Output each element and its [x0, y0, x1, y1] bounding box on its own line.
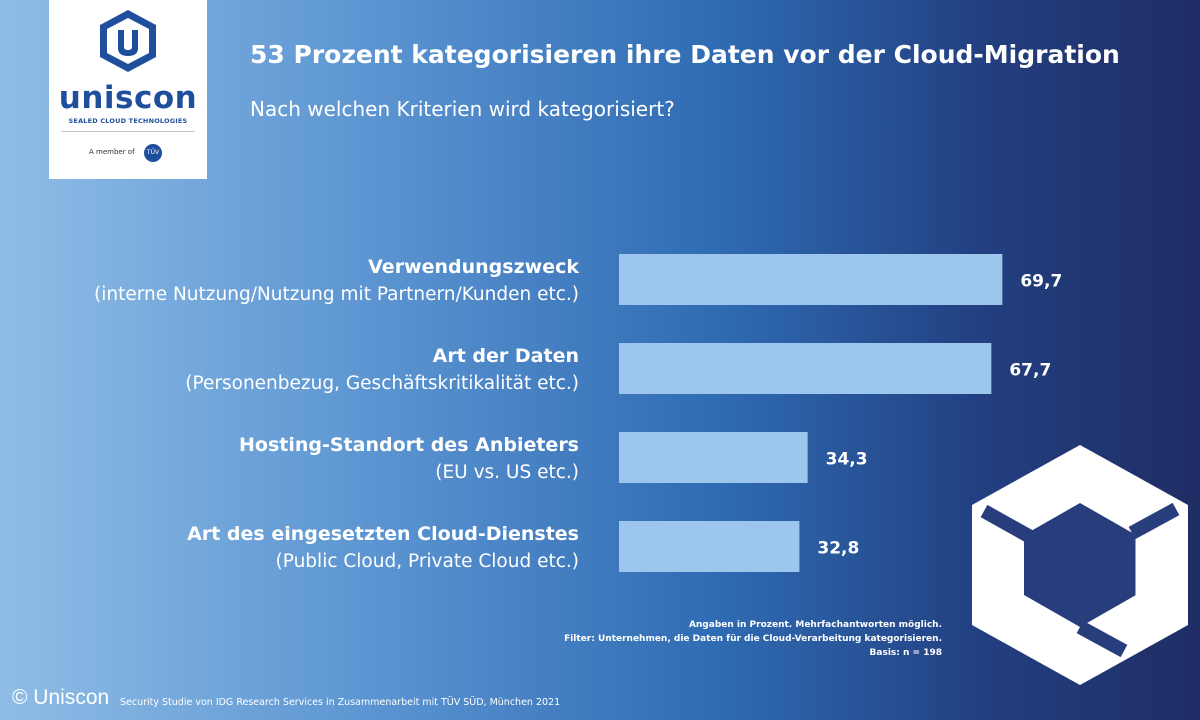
uniscon-hexagon-icon: [100, 10, 156, 72]
bar: [619, 254, 1003, 305]
copyright: © Uniscon: [12, 686, 110, 709]
note-line: Angaben in Prozent. Mehrfachantworten mö…: [688, 620, 942, 630]
uniscon-hexagon-watermark-icon: [972, 445, 1188, 685]
bar: [619, 432, 808, 483]
chart-title: 53 Prozent kategorisieren ihre Daten vor…: [250, 40, 1120, 69]
bar: [619, 343, 992, 394]
category-detail: (EU vs. US etc.): [435, 462, 579, 483]
category-label: Verwendungszweck: [368, 256, 579, 278]
logo-member-text: A member of: [89, 148, 135, 156]
chart-notes: Angaben in Prozent. Mehrfachantworten mö…: [564, 618, 942, 660]
category-detail: (Public Cloud, Private Cloud etc.): [276, 551, 579, 572]
bar-chart: Verwendungszweck (interne Nutzung/Nutzung…: [94, 254, 1062, 572]
tuv-badge-icon: TÜV: [144, 144, 162, 162]
source-note: Security Studie von IDG Research Service…: [120, 697, 561, 708]
logo-tagline: SEALED CLOUD TECHNOLOGIES: [68, 117, 188, 125]
bar: [619, 521, 800, 572]
chart-subtitle: Nach welchen Kriterien wird kategorisier…: [250, 97, 675, 121]
logo-wordmark: uniscon: [58, 80, 198, 116]
data-label: 67,7: [1009, 361, 1051, 381]
category-label: Art der Daten: [433, 345, 579, 367]
category-label: Hosting-Standort des Anbieters: [239, 434, 579, 456]
note-line: Filter: Unternehmen, die Daten für die C…: [564, 634, 942, 644]
data-label: 69,7: [1020, 272, 1062, 292]
data-label: 32,8: [817, 539, 859, 559]
uniscon-logo: uniscon SEALED CLOUD TECHNOLOGIES A memb…: [49, 0, 207, 179]
category-detail: (Personenbezug, Geschäftskritikalität et…: [185, 373, 579, 394]
category-detail: (interne Nutzung/Nutzung mit Partnern/Ku…: [94, 284, 579, 305]
note-line: Basis: n = 198: [869, 648, 942, 658]
data-label: 34,3: [826, 450, 868, 470]
category-label: Art des eingesetzten Cloud-Dienstes: [187, 523, 579, 545]
logo-divider: [61, 131, 195, 132]
